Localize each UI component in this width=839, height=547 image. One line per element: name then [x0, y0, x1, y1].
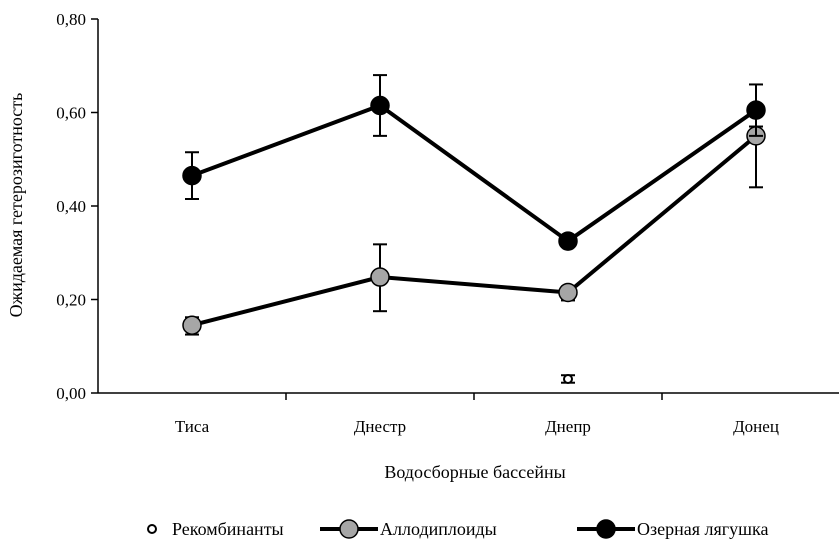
- series-1: [561, 373, 575, 384]
- legend-label: Рекомбинанты: [172, 519, 284, 539]
- series-line: [191, 103, 758, 244]
- data-point: [746, 100, 766, 120]
- series-3: [182, 74, 766, 251]
- y-tick-label: 0,00: [56, 384, 86, 403]
- x-tick-label: Днепр: [545, 417, 591, 436]
- y-tick-label: 0,80: [56, 10, 86, 29]
- legend-item-1: Рекомбинанты: [147, 519, 284, 539]
- data-point: [370, 95, 390, 116]
- data-point: [558, 231, 578, 251]
- legend-label: Аллодиплоиды: [380, 519, 497, 539]
- chart-series: [182, 74, 766, 384]
- y-axis-label: Ожидаемая гетерозиготность: [6, 93, 26, 318]
- data-point: [182, 165, 202, 186]
- legend-marker: [147, 524, 157, 534]
- data-point: [182, 315, 202, 335]
- y-tick-label: 0,60: [56, 104, 86, 123]
- chart-axes: 0,00 0,20 0,40 0,60 0,80 Тиса Днестр Днепр Донец: [56, 10, 839, 436]
- series-2: [182, 125, 766, 336]
- data-point: [370, 267, 390, 287]
- series-line: [191, 134, 758, 328]
- data-point: [558, 282, 578, 303]
- legend-marker: [596, 519, 616, 539]
- data-point: [563, 373, 573, 384]
- legend-marker: [339, 519, 359, 539]
- chart-legend: Рекомбинанты Аллодиплоиды Озерная лягушка: [147, 519, 768, 539]
- x-tick-label: Тиса: [175, 417, 210, 436]
- legend-item-3: Озерная лягушка: [577, 519, 768, 539]
- y-tick-label: 0,40: [56, 197, 86, 216]
- x-tick-label: Донец: [733, 417, 779, 436]
- y-tick-label: 0,20: [56, 291, 86, 310]
- legend-item-2: Аллодиплоиды: [320, 519, 497, 539]
- legend-label: Озерная лягушка: [637, 519, 768, 539]
- x-tick-label: Днестр: [354, 417, 406, 436]
- x-axis-label: Водосборные бассейны: [384, 462, 565, 482]
